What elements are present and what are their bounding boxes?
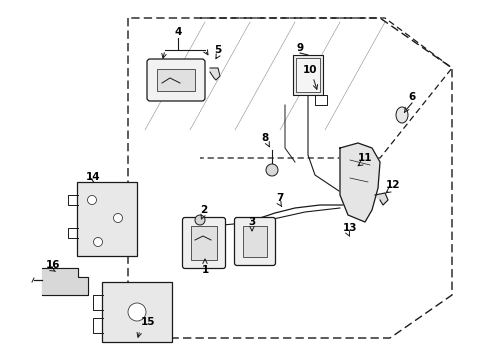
Text: 16: 16 xyxy=(46,260,60,270)
Circle shape xyxy=(266,164,278,176)
Text: 4: 4 xyxy=(174,27,182,37)
Text: 7: 7 xyxy=(276,193,284,203)
Circle shape xyxy=(128,303,146,321)
FancyBboxPatch shape xyxy=(102,282,172,342)
Text: 12: 12 xyxy=(386,180,400,190)
Bar xyxy=(243,226,267,257)
Text: 5: 5 xyxy=(215,45,221,55)
Bar xyxy=(293,55,323,95)
FancyBboxPatch shape xyxy=(77,182,137,256)
FancyBboxPatch shape xyxy=(147,59,205,101)
Text: 3: 3 xyxy=(248,217,256,227)
Text: 15: 15 xyxy=(141,317,155,327)
Text: 10: 10 xyxy=(303,65,317,75)
Ellipse shape xyxy=(396,107,408,123)
FancyBboxPatch shape xyxy=(235,217,275,266)
Circle shape xyxy=(195,215,205,225)
Bar xyxy=(191,226,217,260)
Text: 6: 6 xyxy=(408,92,416,102)
Text: 11: 11 xyxy=(358,153,372,163)
FancyBboxPatch shape xyxy=(182,217,225,269)
Circle shape xyxy=(94,238,102,247)
Text: 14: 14 xyxy=(86,172,100,182)
Circle shape xyxy=(88,195,97,204)
Text: 1: 1 xyxy=(201,265,209,275)
Bar xyxy=(157,69,195,91)
Polygon shape xyxy=(375,193,388,205)
Polygon shape xyxy=(210,68,220,80)
Circle shape xyxy=(114,213,122,222)
Polygon shape xyxy=(340,143,380,222)
Bar xyxy=(296,58,320,92)
Text: 13: 13 xyxy=(343,223,357,233)
Text: 2: 2 xyxy=(200,205,208,215)
Text: 9: 9 xyxy=(296,43,304,53)
Polygon shape xyxy=(42,268,88,295)
Text: 8: 8 xyxy=(261,133,269,143)
